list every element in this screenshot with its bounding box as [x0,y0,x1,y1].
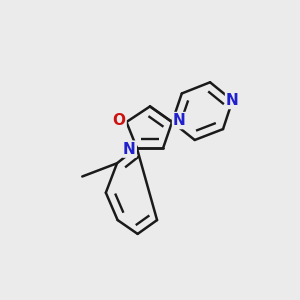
Text: N: N [226,93,239,108]
Text: N: N [173,113,186,128]
Text: O: O [112,113,126,128]
Text: N: N [123,142,136,157]
